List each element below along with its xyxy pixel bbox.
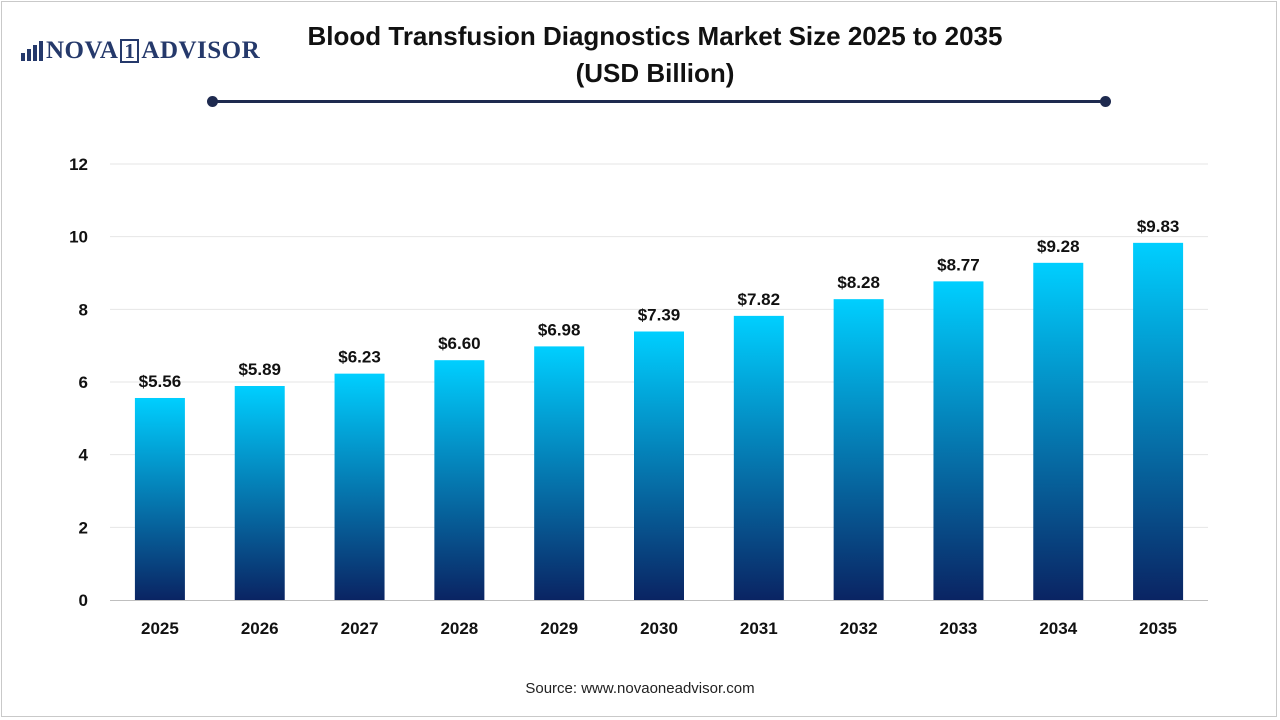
- bar-2034: [1033, 262, 1084, 600]
- y-tick-label: 4: [79, 446, 89, 465]
- data-label-2034: $9.28: [1037, 237, 1080, 256]
- x-tick-label-2028: 2028: [440, 619, 478, 638]
- bar-2027: [334, 373, 385, 600]
- x-tick-label-2025: 2025: [141, 619, 179, 638]
- data-label-2035: $9.83: [1137, 217, 1180, 236]
- data-label-2028: $6.60: [438, 334, 481, 353]
- bar-2032: [833, 299, 884, 600]
- title-underline: [213, 100, 1106, 103]
- y-tick-label: 10: [69, 228, 88, 247]
- bar-2035: [1133, 242, 1184, 601]
- source-note: Source: www.novaoneadvisor.com: [525, 680, 755, 697]
- bar-2030: [634, 331, 684, 600]
- bar-2026: [234, 385, 285, 600]
- bar-2033: [933, 281, 984, 600]
- bar-2031: [733, 315, 784, 600]
- y-tick-label: 2: [79, 518, 88, 537]
- bar-2029: [534, 346, 585, 600]
- bars: [134, 242, 1184, 601]
- brand-name-left: NOVA: [46, 37, 119, 64]
- data-label-2027: $6.23: [338, 348, 381, 367]
- y-tick-label: 8: [79, 300, 88, 319]
- brand-name: NOVA 1 ADVISOR: [46, 37, 260, 65]
- title-underline-left-dot: [207, 96, 218, 107]
- x-tick-label-2026: 2026: [241, 619, 279, 638]
- data-label-2029: $6.98: [538, 320, 581, 339]
- data-label-2026: $5.89: [238, 360, 281, 379]
- data-label-2030: $7.39: [638, 305, 681, 324]
- bar-2025: [134, 397, 185, 600]
- x-tick-label-2034: 2034: [1039, 619, 1077, 638]
- x-tick-label-2030: 2030: [640, 619, 678, 638]
- gridlines: [110, 163, 1208, 528]
- x-tick-label-2029: 2029: [540, 619, 578, 638]
- y-tick-label: 12: [69, 155, 88, 174]
- x-tick-label-2035: 2035: [1139, 619, 1177, 638]
- title-underline-right-dot: [1100, 96, 1111, 107]
- x-tick-label-2031: 2031: [740, 619, 778, 638]
- data-label-2032: $8.28: [837, 273, 880, 292]
- bar-chart-icon: [21, 41, 43, 61]
- bar-2028: [434, 360, 485, 600]
- x-tick-label-2032: 2032: [840, 619, 878, 638]
- brand-logo: NOVA 1 ADVISOR: [20, 36, 260, 66]
- data-label-2025: $5.56: [139, 372, 182, 391]
- x-tick-label-2033: 2033: [940, 619, 978, 638]
- chart-title-line2: (USD Billion): [575, 58, 735, 88]
- brand-name-box: 1: [120, 39, 140, 63]
- data-label-2033: $8.77: [937, 255, 980, 274]
- x-axis-ticks: 2025 2026 2027 2028 2029 2030 2031 2032 2033 2034…: [141, 619, 1177, 638]
- data-label-2031: $7.82: [738, 290, 781, 309]
- chart-title-line1: Blood Transfusion Diagnostics Market Siz…: [307, 21, 1003, 51]
- y-axis-ticks: 0 2 4 6 8 10 12: [69, 155, 88, 610]
- y-tick-label: 6: [79, 373, 88, 392]
- y-tick-label: 0: [79, 591, 88, 610]
- chart-title: Blood Transfusion Diagnostics Market Siz…: [300, 18, 1010, 92]
- data-labels: $5.56 $5.89 $6.23 $6.60 $6.98 $7.39 $7.82 $8.28…: [139, 217, 1180, 391]
- x-tick-label-2027: 2027: [341, 619, 379, 638]
- brand-name-right: ADVISOR: [141, 37, 261, 64]
